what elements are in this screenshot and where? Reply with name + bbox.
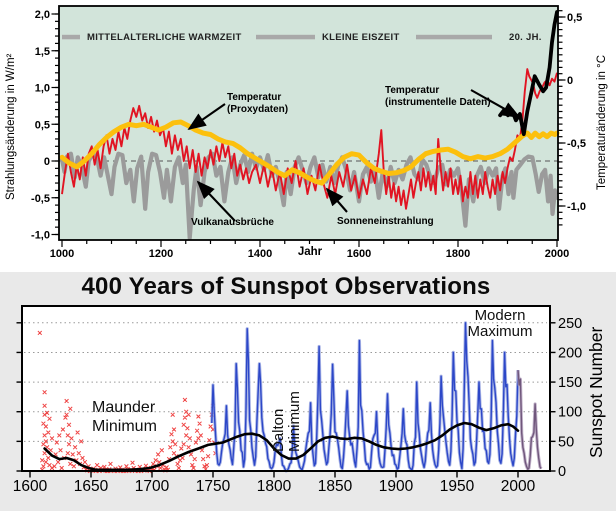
sunspot-y-tick-label: 100 — [558, 405, 582, 421]
annotation-dalton-line1: Dalton — [270, 408, 287, 452]
annotation-dalton-line2: Minimum — [286, 391, 303, 452]
volcanic-series-line — [59, 151, 560, 241]
annotation-maunder-line2: Minimum — [92, 418, 157, 435]
sunspot-x-tick-label: 1900 — [379, 478, 414, 495]
annotation-volcanic-eruptions: Vulkanausbrüche — [191, 217, 274, 228]
arrow-to-volcanic-line — [196, 180, 236, 222]
arrow-to-solar-line — [325, 187, 348, 213]
top-x-tick-label: 1600 — [347, 248, 371, 260]
top-x-tick-label: 1000 — [50, 248, 74, 260]
climate-chart-panel: 2,0 1,5 1,0 0,5 0 -0,5 -1,0 0,5 0 -0,5 -1,0 1000 120… — [5, 5, 608, 260]
top-plot-border — [58, 5, 559, 241]
sunspot-y-tick-label: 50 — [558, 434, 574, 450]
arrow-to-instrumental-line — [470, 89, 521, 118]
top-left-tick-label: 0 — [44, 156, 50, 168]
top-x-axis-title: Jahr — [297, 246, 323, 258]
top-left-tick-label: 0,5 — [35, 119, 50, 131]
top-left-tick-label: -0,5 — [31, 193, 50, 205]
annotation-modern-line1: Modern — [474, 307, 526, 324]
sunspot-cycles-line — [211, 322, 519, 472]
sunspot-x-tick-label: 1700 — [135, 478, 170, 495]
annotation-maunder-minimum: Maunder Minimum — [92, 398, 157, 436]
sunspot-x-tick-label: 1600 — [13, 478, 48, 495]
top-right-tick-label: -1,0 — [567, 201, 586, 213]
top-axis-ticks — [51, 10, 566, 247]
sunspot-chart-title: 400 Years of Sunspot Observations — [81, 273, 491, 300]
annotation-maunder-line1: Maunder — [92, 399, 156, 416]
sunspot-x-tick-label: 1950 — [440, 478, 475, 495]
sunspot-y-axis-title: Sunspot Number — [586, 326, 606, 458]
annotation-modern-maximum: Modern Maximum — [448, 308, 552, 340]
proxy-temperature-series-line — [61, 68, 558, 210]
sunspot-axis-ticks — [16, 322, 556, 478]
period-label-little-ice-age: KLEINE EISZEIT — [322, 32, 400, 43]
top-left-tick-label: -1,0 — [31, 230, 50, 242]
solar-irradiance-series-line — [59, 119, 560, 186]
top-left-axis-title: Strahlungsänderung in W/m² — [5, 53, 17, 200]
annotation-proxy-temperature: Temperatur (Proxydaten) — [227, 92, 288, 115]
annotation-instr-line2: (instrumentelle Daten) — [385, 96, 491, 108]
top-right-tick-label: 0,5 — [567, 12, 582, 24]
annotation-proxy-line1: Temperatur — [227, 92, 282, 103]
top-right-tick-label: 0 — [567, 75, 573, 87]
top-right-tick-label: -0,5 — [567, 138, 586, 150]
sunspot-y-tick-label: 0 — [558, 464, 566, 480]
top-x-tick-label: 2000 — [545, 248, 569, 260]
smoothed-sunspot-trend-line — [43, 421, 520, 472]
annotation-modern-line2: Maximum — [467, 323, 533, 340]
period-legend-bar — [416, 34, 492, 40]
annotation-dalton-minimum: Dalton Minimum — [270, 391, 303, 452]
annotation-proxy-line2: (Proxydaten) — [227, 103, 289, 115]
sunspot-chart: 1600 1650 1700 1750 1800 1850 1900 1950 2000 0 50 1… — [13, 305, 582, 495]
sunspot-x-tick-label: 1850 — [318, 478, 353, 495]
annotation-instrumental-temperature: Temperatur (instrumentelle Daten) — [385, 85, 491, 108]
top-left-tick-label: 1,5 — [35, 46, 50, 58]
annotation-instr-line1: Temperatur — [385, 85, 440, 96]
sunspot-y-tick-label: 150 — [558, 375, 582, 391]
sunspot-x-tick-label: 2000 — [501, 478, 536, 495]
sunspot-gridlines — [24, 322, 547, 442]
sunspot-x-tick-label: 1750 — [196, 478, 231, 495]
top-left-tick-label: 1,0 — [35, 83, 50, 95]
period-label-20th-century: 20. JH. — [509, 32, 542, 43]
top-x-tick-label: 1200 — [149, 248, 173, 260]
sunspot-x-tick-label: 1650 — [74, 478, 109, 495]
sunspot-chart-panel: 400 Years of Sunspot Observations 1600 16… — [0, 272, 616, 511]
sunspot-y-tick-label: 200 — [558, 345, 582, 361]
sunspot-y-tick-label: 250 — [558, 316, 582, 332]
period-legend-bar — [256, 34, 315, 40]
sunspot-plot-border — [21, 305, 551, 472]
arrow-to-proxy-line — [187, 103, 226, 131]
period-legend-bar — [62, 34, 80, 40]
recent-cycles-line — [517, 370, 542, 470]
top-x-tick-label: 1800 — [446, 248, 470, 260]
top-right-axis-title: Temperaturänderung in °C — [596, 54, 608, 190]
top-left-tick-label: 2,0 — [35, 9, 50, 21]
period-label-medieval-warm: MITTELALTERLICHE WARMZEIT — [87, 32, 242, 43]
annotation-solar-irradiance: Sonneneinstrahlung — [337, 216, 434, 227]
sunspot-x-tick-label: 1800 — [257, 478, 292, 495]
top-x-tick-label: 1400 — [248, 248, 272, 260]
